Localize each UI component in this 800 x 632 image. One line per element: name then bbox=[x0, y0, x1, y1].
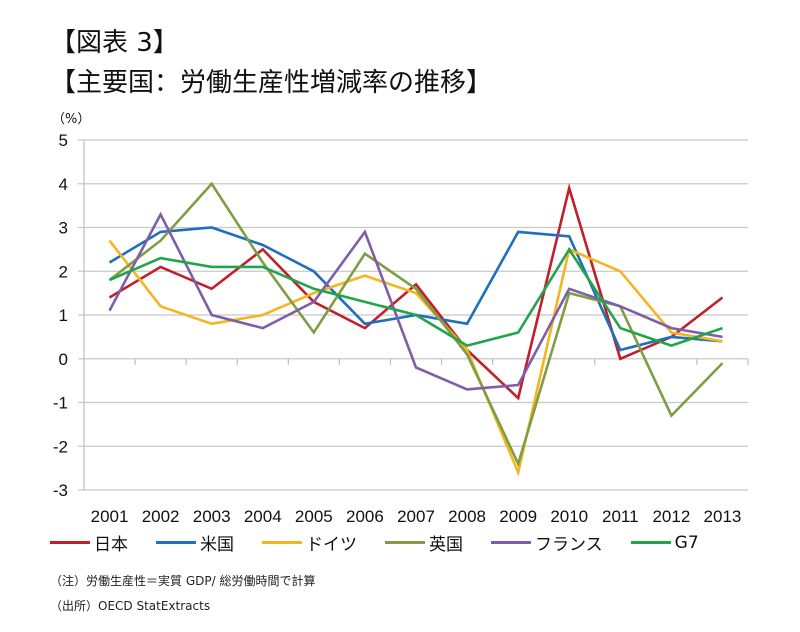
legend: 日本 米国 ドイツ 英国 フランス G7 bbox=[50, 530, 727, 555]
y-tick-label: -3 bbox=[53, 481, 68, 500]
legend-label: G7 bbox=[674, 532, 699, 553]
x-tick-label: 2003 bbox=[193, 507, 231, 526]
legend-item: G7 bbox=[630, 532, 699, 553]
x-tick-label: 2013 bbox=[704, 507, 742, 526]
y-tick-labels: 5 4 3 2 1 0 -1 -2 -3 bbox=[53, 131, 68, 500]
legend-swatch bbox=[385, 541, 425, 544]
legend-swatch bbox=[50, 541, 90, 544]
legend-label: 英国 bbox=[429, 535, 463, 555]
y-tick-label: -2 bbox=[53, 437, 68, 456]
x-tick-label: 2009 bbox=[499, 507, 537, 526]
y-axis-unit: （%） bbox=[52, 112, 91, 127]
x-tick-label: 2012 bbox=[652, 507, 690, 526]
x-tick-labels: 2001 2002 2003 2004 2005 2006 2007 2008 2009 2010… bbox=[91, 507, 742, 526]
axes bbox=[83, 140, 749, 490]
y-tick-label: 3 bbox=[59, 219, 68, 238]
legend-item: ドイツ bbox=[262, 530, 357, 555]
y-tick-label: 4 bbox=[59, 175, 68, 194]
chart-title: 【主要国：労働生産性増減率の推移】 bbox=[50, 68, 493, 98]
series-line-ドイツ bbox=[108, 239, 723, 477]
series-line-G7 bbox=[108, 246, 723, 347]
figure-label: 【図表 3】 bbox=[50, 28, 179, 58]
x-tick-label: 2001 bbox=[91, 507, 129, 526]
y-tick-label: 5 bbox=[59, 131, 68, 150]
footnote: （注）労働生産性＝実質 GDP/ 総労働時間で計算 bbox=[50, 574, 316, 588]
legend-item: 日本 bbox=[50, 530, 128, 555]
legend-swatch bbox=[156, 541, 196, 544]
x-tick-label: 2008 bbox=[448, 507, 486, 526]
legend-swatch bbox=[262, 541, 302, 544]
y-tick-label: 2 bbox=[59, 262, 68, 281]
legend-item: フランス bbox=[491, 530, 603, 555]
legend-item: 米国 bbox=[156, 530, 234, 555]
x-tick-label: 2007 bbox=[397, 507, 435, 526]
x-tick-label: 2005 bbox=[295, 507, 333, 526]
x-tick-label: 2002 bbox=[142, 507, 180, 526]
legend-label: 米国 bbox=[200, 535, 234, 555]
series-lines bbox=[108, 181, 724, 477]
series-line-日本 bbox=[108, 183, 724, 401]
x-tick-label: 2006 bbox=[346, 507, 384, 526]
legend-swatch bbox=[630, 541, 671, 544]
legend-label: ドイツ bbox=[306, 535, 357, 555]
legend-item: 英国 bbox=[385, 530, 463, 555]
y-tick-label: -1 bbox=[53, 394, 68, 413]
x-tick-label: 2010 bbox=[550, 507, 588, 526]
x-tick-label: 2004 bbox=[244, 507, 282, 526]
source-note: （出所）OECD StatExtracts bbox=[50, 599, 211, 613]
x-tick-label: 2011 bbox=[602, 507, 639, 526]
series-line-英国 bbox=[108, 181, 724, 468]
series-line-フランス bbox=[108, 211, 723, 391]
legend-label: 日本 bbox=[94, 535, 128, 555]
y-tick-label: 0 bbox=[59, 350, 68, 369]
y-tick-label: 1 bbox=[59, 306, 68, 325]
legend-label: フランス bbox=[535, 535, 603, 555]
legend-swatch bbox=[491, 541, 531, 544]
